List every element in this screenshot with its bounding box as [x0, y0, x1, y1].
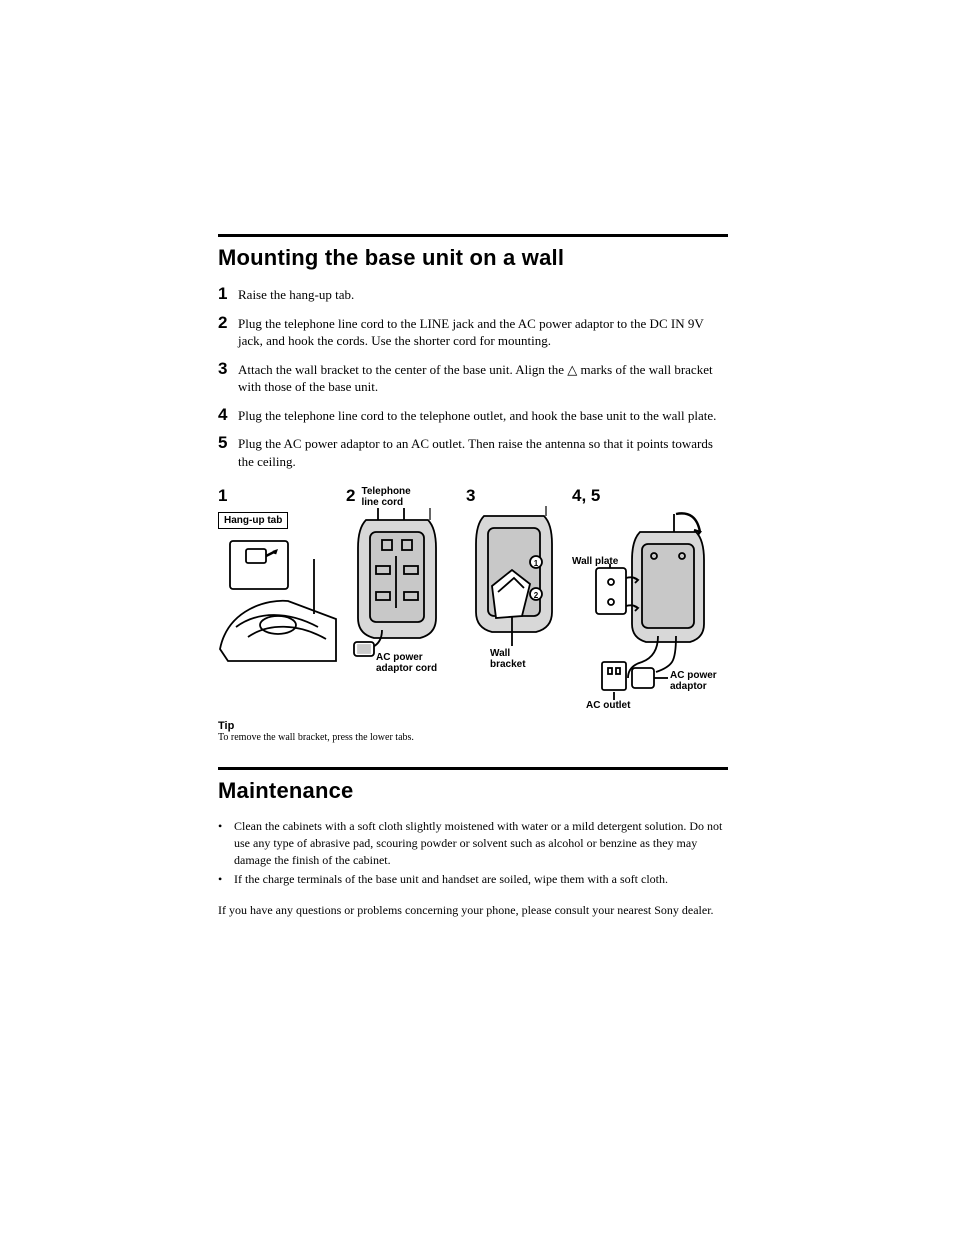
step-num: 3 [218, 360, 238, 377]
panel-num: 4, 5 [572, 486, 600, 505]
step-num: 2 [218, 314, 238, 331]
maintenance-footer: If you have any questions or problems co… [218, 902, 728, 919]
wall-bracket-label: Wall bracket [490, 648, 572, 670]
wall-plate-label: Wall plate [572, 556, 618, 567]
diagram-panel-2: 2 Telephone line cord [346, 486, 466, 706]
step-num: 1 [218, 285, 238, 302]
step-text: Plug the telephone line cord to the LINE… [238, 314, 728, 350]
bullet-icon: • [218, 818, 234, 868]
tip-heading: Tip [218, 720, 728, 732]
step-2: 2 Plug the telephone line cord to the LI… [218, 314, 728, 350]
section-rule [218, 234, 728, 237]
tip-block: Tip To remove the wall bracket, press th… [218, 720, 728, 743]
panel-num: 1 [218, 486, 227, 506]
panel-num: 3 [466, 486, 475, 505]
sketch-hangup-icon [218, 529, 338, 669]
section-rule [218, 767, 728, 770]
hangup-tab-label: Hang-up tab [218, 512, 288, 529]
step-1: 1 Raise the hang-up tab. [218, 285, 728, 304]
step-text: Raise the hang-up tab. [238, 285, 354, 304]
ac-adaptor-cord-label: AC power adaptor cord [376, 652, 466, 674]
ac-adaptor-label: AC power adaptor [670, 670, 717, 692]
tip-body: To remove the wall bracket, press the lo… [218, 732, 728, 743]
diagram-panel-4-5: 4, 5 [572, 486, 728, 706]
section1-title: Mounting the base unit on a wall [218, 245, 728, 271]
maintenance-text: Clean the cabinets with a soft cloth sli… [234, 818, 728, 868]
page-content: Mounting the base unit on a wall 1 Raise… [218, 234, 728, 918]
step-3: 3 Attach the wall bracket to the center … [218, 360, 728, 396]
ac-outlet-label: AC outlet [586, 700, 630, 711]
bullet-icon: • [218, 871, 234, 888]
maintenance-list: • Clean the cabinets with a soft cloth s… [218, 818, 728, 887]
step-text: Plug the telephone line cord to the tele… [238, 406, 716, 425]
step-num: 4 [218, 406, 238, 423]
maintenance-text: If the charge terminals of the base unit… [234, 871, 668, 888]
diagram-row: 1 Hang-up tab 2 [218, 486, 728, 706]
svg-text:2: 2 [534, 591, 539, 600]
diagram-panel-3: 3 1 2 Wall bracket [466, 486, 572, 706]
sketch-wall-bracket-icon: 1 2 [466, 506, 566, 656]
section2-title: Maintenance [218, 778, 728, 804]
steps-list: 1 Raise the hang-up tab. 2 Plug the tele… [218, 285, 728, 470]
step-num: 5 [218, 434, 238, 451]
diagram-panel-1: 1 Hang-up tab [218, 486, 346, 706]
sketch-baseunit-back-icon [346, 508, 456, 658]
panel-num: 2 [346, 486, 355, 506]
step-4: 4 Plug the telephone line cord to the te… [218, 406, 728, 425]
maintenance-item: • Clean the cabinets with a soft cloth s… [218, 818, 728, 868]
step-text: Plug the AC power adaptor to an AC outle… [238, 434, 728, 470]
telephone-cord-label: Telephone line cord [361, 486, 410, 508]
svg-text:1: 1 [534, 559, 539, 568]
step-5: 5 Plug the AC power adaptor to an AC out… [218, 434, 728, 470]
maintenance-item: • If the charge terminals of the base un… [218, 871, 728, 888]
step-text: Attach the wall bracket to the center of… [238, 360, 728, 396]
